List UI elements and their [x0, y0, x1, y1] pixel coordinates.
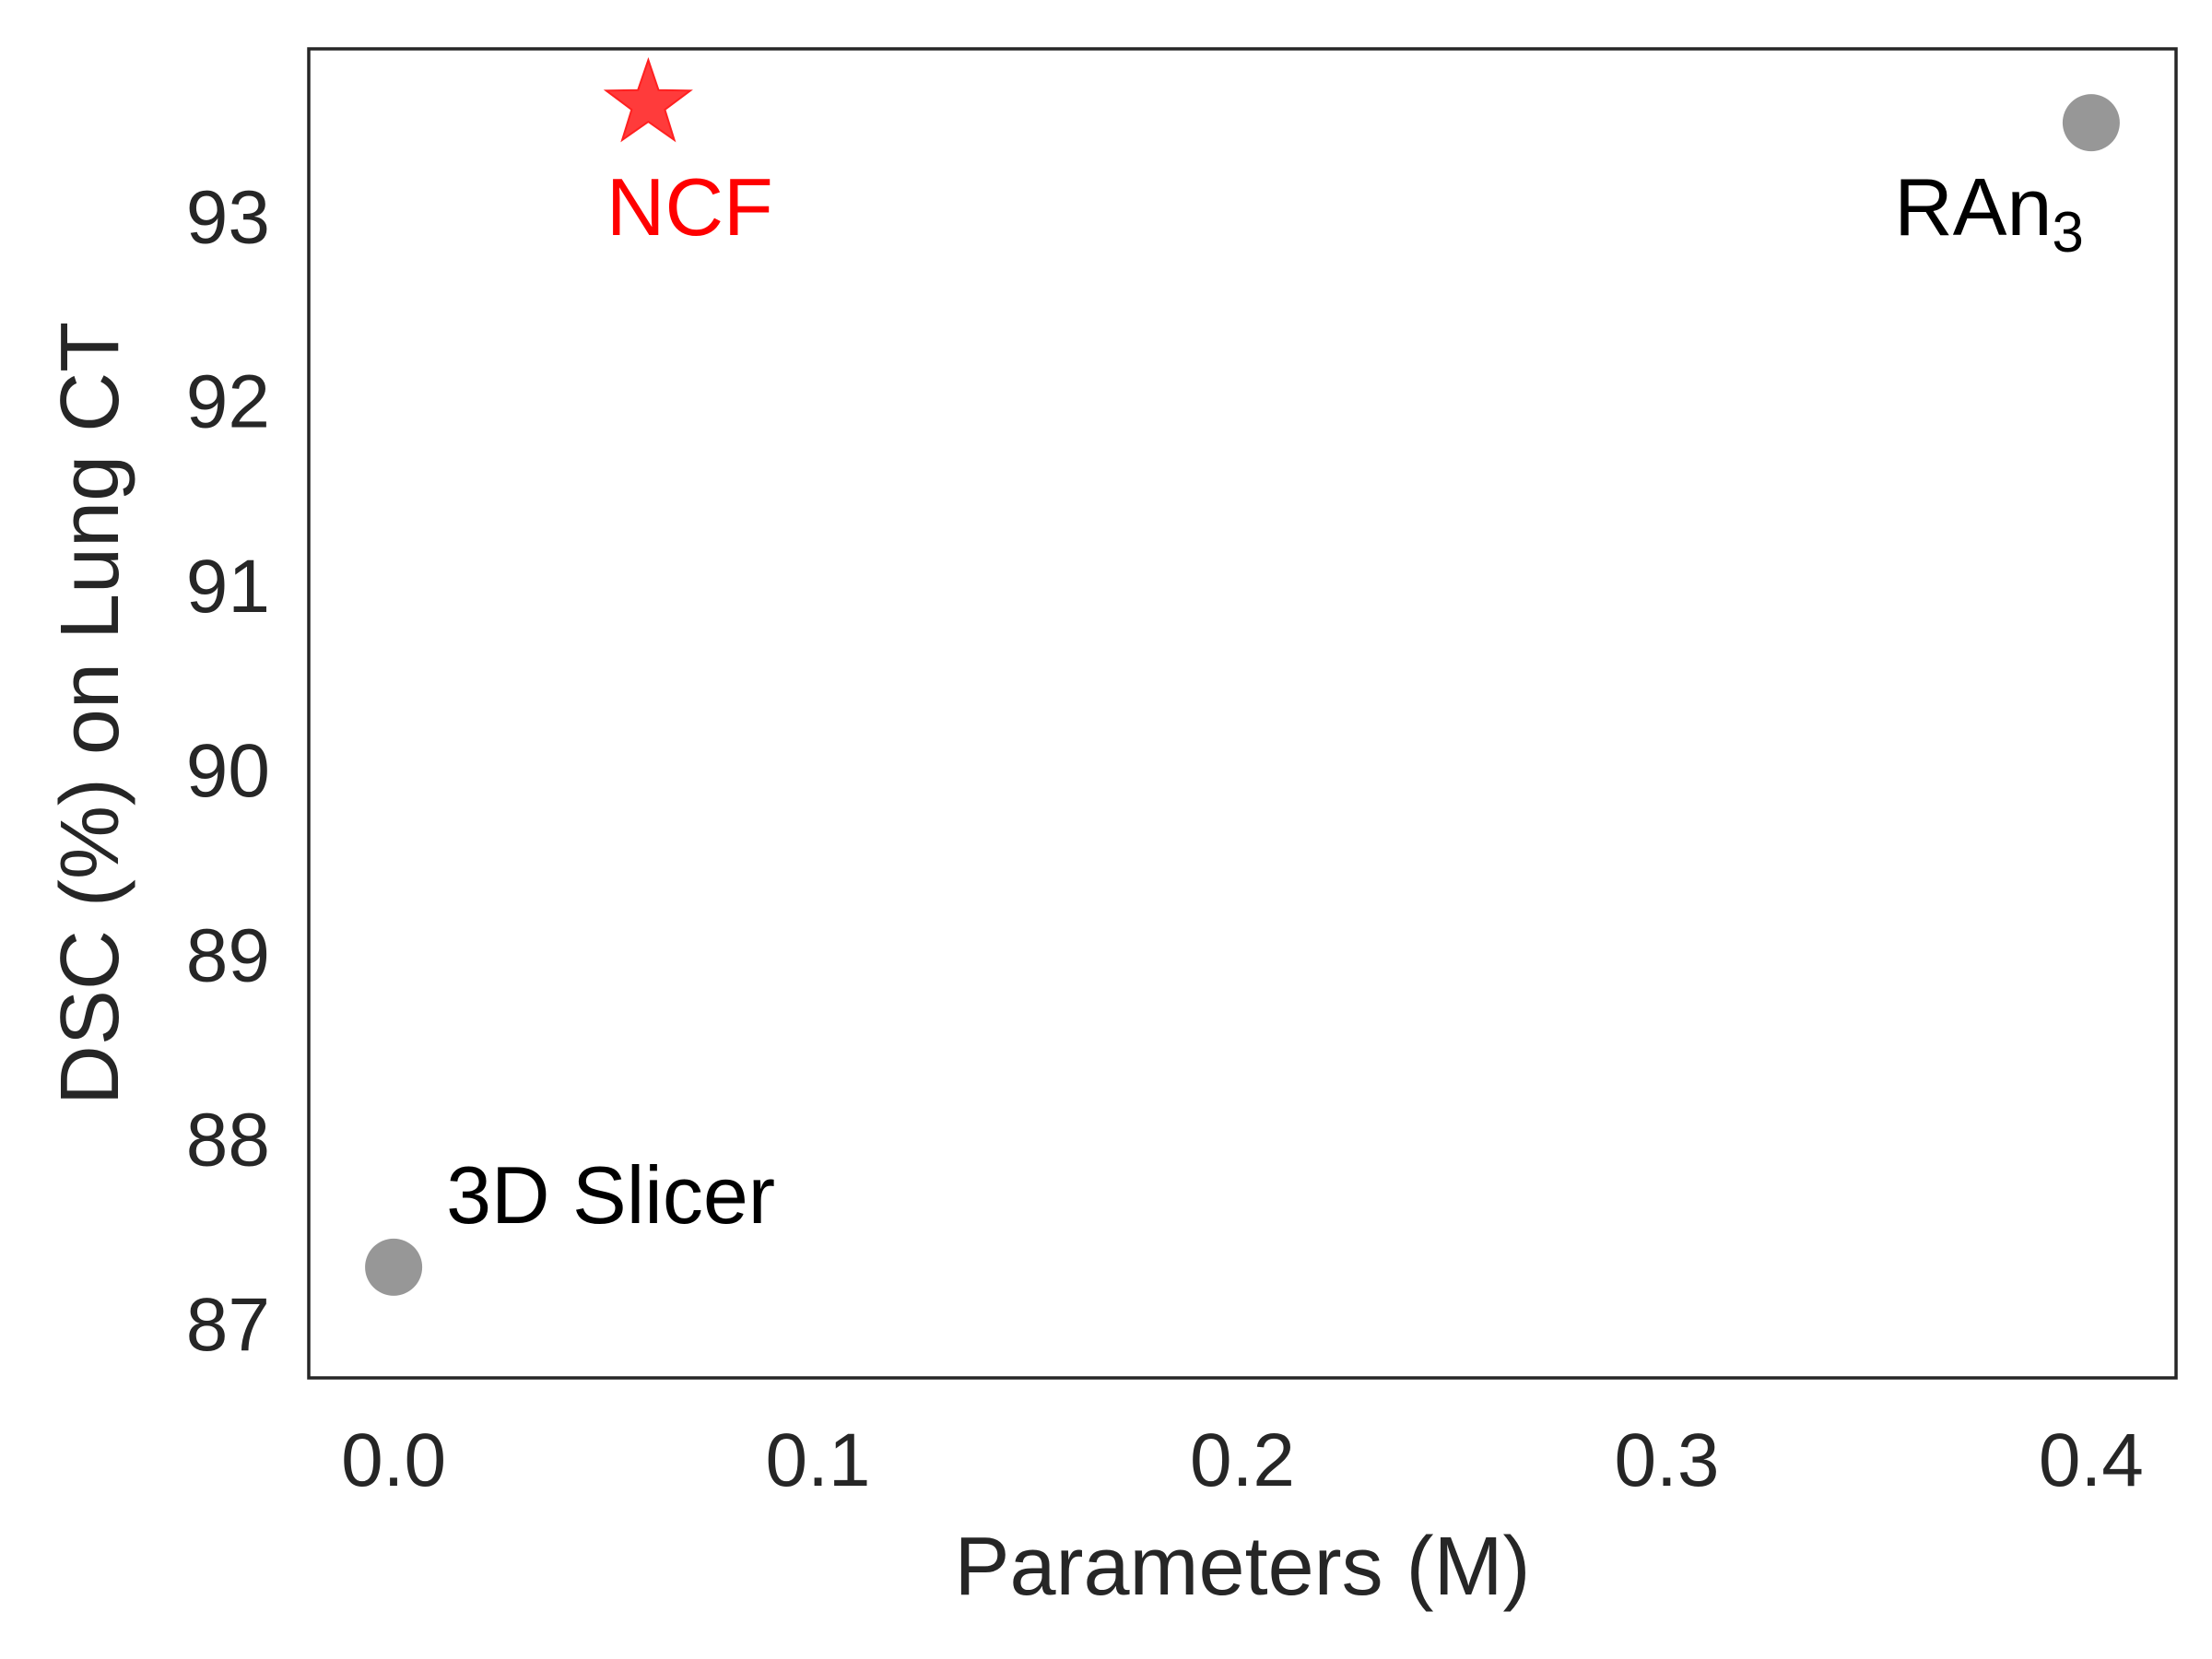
point-label-text: NCF	[606, 161, 773, 253]
point-ran	[2062, 94, 2120, 152]
point-label-ncf: NCF	[606, 161, 773, 253]
x-tick-label: 0.4	[2039, 1418, 2144, 1502]
x-axis-ticks: 0.0 0.1 0.2 0.3 0.4	[341, 1418, 2144, 1502]
y-tick-label: 92	[186, 360, 270, 444]
data-marks: 3D Slicer NCF RAn3	[365, 57, 2120, 1296]
y-tick-label: 90	[186, 729, 270, 813]
y-axis-ticks: 87 88 89 90 91 92 93	[186, 175, 270, 1367]
x-tick-label: 0.0	[341, 1418, 446, 1502]
point-label-ran: RAn3	[1894, 161, 2084, 265]
x-axis-label: Parameters (M)	[954, 1521, 1530, 1613]
y-tick-label: 93	[186, 175, 270, 259]
point-label-text: RAn	[1894, 161, 2052, 253]
y-tick-label: 89	[186, 913, 270, 997]
point-ncf	[603, 57, 693, 143]
point-label-subscript: 3	[2052, 201, 2083, 265]
x-tick-label: 0.2	[1190, 1418, 1295, 1502]
plot-frame	[307, 47, 2178, 1380]
point-label-3d-slicer: 3D Slicer	[446, 1149, 775, 1241]
y-tick-label: 91	[186, 545, 270, 629]
x-tick-label: 0.3	[1614, 1418, 1719, 1502]
y-tick-label: 88	[186, 1099, 270, 1182]
y-axis-label: DSC (%) on Lung CT	[44, 322, 136, 1105]
x-tick-label: 0.1	[766, 1418, 871, 1502]
y-tick-label: 87	[186, 1283, 270, 1367]
point-label-text: 3D Slicer	[446, 1149, 775, 1241]
point-3d-slicer	[365, 1238, 423, 1296]
